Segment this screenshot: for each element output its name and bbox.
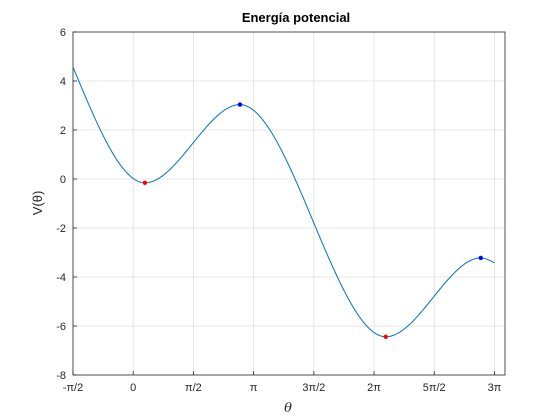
potential-curve: [72, 66, 495, 338]
y-tick-label: -6: [56, 321, 66, 333]
y-tick-label: -4: [56, 272, 66, 284]
critical-point-marker: [478, 255, 483, 261]
x-tick-labels: -π/2 0 π/2 π 3π/2 2π 5π/2 3π: [63, 382, 502, 394]
x-tick-label: π: [250, 382, 258, 394]
grid: [72, 31, 505, 376]
axis-ticks: [72, 31, 495, 376]
x-tick-label: 3π: [488, 382, 502, 394]
chart-title: Energía potencial: [242, 10, 350, 25]
critical-point-marker: [237, 102, 243, 107]
x-tick-label: -π/2: [63, 382, 83, 394]
y-tick-label: 6: [60, 27, 66, 39]
x-tick-label: 0: [130, 382, 136, 394]
x-tick-label: 5π/2: [423, 382, 446, 394]
x-tick-label: 3π/2: [302, 382, 325, 394]
x-axis-title: θ: [284, 401, 292, 416]
critical-point-marker: [142, 180, 148, 186]
y-tick-label: 4: [60, 76, 66, 88]
plot-frame: [72, 31, 506, 376]
y-tick-labels: 6 4 2 0 -2 -4 -6 -8: [56, 27, 66, 382]
x-tick-label: π/2: [185, 382, 202, 394]
y-tick-label: -2: [56, 223, 66, 235]
series-layer: [72, 66, 495, 338]
y-axis-title: V(θ): [30, 191, 45, 216]
x-tick-label: 2π: [367, 382, 381, 394]
critical-point-marker: [383, 334, 388, 339]
y-tick-label: 0: [60, 174, 66, 186]
marker-layer: [142, 102, 483, 339]
y-tick-label: 2: [60, 125, 66, 137]
y-tick-label: -8: [56, 370, 66, 382]
